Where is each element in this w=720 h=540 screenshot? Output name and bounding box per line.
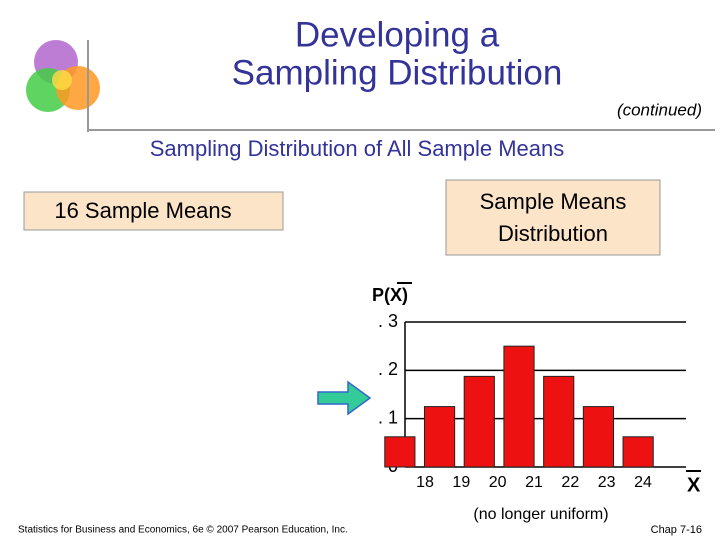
y-tick-label: . 2 — [378, 359, 398, 379]
x-tick-label: 23 — [598, 474, 616, 491]
x-tick-label: 19 — [452, 474, 470, 491]
x-axis-label: X — [687, 474, 701, 496]
y-tick-label: . 1 — [378, 407, 398, 427]
x-tick-label: 18 — [416, 474, 434, 491]
bar — [463, 375, 495, 468]
bar — [384, 436, 416, 468]
bar — [423, 406, 456, 468]
footer: Statistics for Business and Economics, 6… — [18, 525, 348, 536]
left-box-text: 16 Sample Means — [54, 198, 231, 223]
right-box-text: Distribution — [498, 221, 608, 246]
page-number: Chap 7-16 — [651, 524, 702, 536]
y-tick-label: . 3 — [378, 311, 398, 331]
right-box-text: Sample Means — [480, 189, 627, 214]
continued: (continued) — [617, 100, 702, 119]
right-box — [445, 179, 661, 256]
x-tick-label: 24 — [634, 474, 652, 491]
title-line: Sampling Distribution — [232, 53, 563, 92]
left-box — [23, 191, 284, 231]
x-tick-label: 21 — [525, 474, 543, 491]
bar — [543, 375, 575, 468]
annotation: (no longer uniform) — [473, 506, 608, 523]
bar — [582, 406, 615, 468]
x-tick-label: 20 — [489, 474, 507, 491]
x-tick-label: 22 — [561, 474, 579, 491]
bar — [622, 436, 654, 468]
title-line: Developing a — [295, 15, 500, 54]
heading: Sampling Distribution of All Sample Mean… — [150, 136, 565, 161]
y-axis-label: P(X) — [372, 285, 408, 305]
bar — [503, 345, 535, 468]
arrow — [317, 380, 372, 416]
